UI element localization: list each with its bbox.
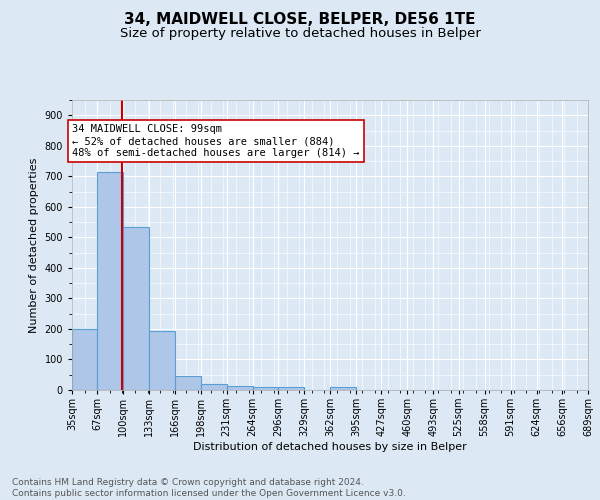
Bar xyxy=(200,384,227,390)
Text: Contains HM Land Registry data © Crown copyright and database right 2024.
Contai: Contains HM Land Registry data © Crown c… xyxy=(12,478,406,498)
Bar xyxy=(330,387,356,390)
Bar xyxy=(149,332,175,390)
Y-axis label: Number of detached properties: Number of detached properties xyxy=(29,158,39,332)
Bar xyxy=(175,376,200,390)
Bar xyxy=(227,386,253,390)
Bar xyxy=(123,226,149,390)
Bar xyxy=(97,172,123,390)
Text: Size of property relative to detached houses in Belper: Size of property relative to detached ho… xyxy=(119,28,481,40)
Text: 34, MAIDWELL CLOSE, BELPER, DE56 1TE: 34, MAIDWELL CLOSE, BELPER, DE56 1TE xyxy=(124,12,476,28)
Bar xyxy=(253,386,278,390)
Text: Distribution of detached houses by size in Belper: Distribution of detached houses by size … xyxy=(193,442,467,452)
Bar xyxy=(72,329,97,390)
Bar xyxy=(278,387,304,390)
Text: 34 MAIDWELL CLOSE: 99sqm
← 52% of detached houses are smaller (884)
48% of semi-: 34 MAIDWELL CLOSE: 99sqm ← 52% of detach… xyxy=(72,124,359,158)
